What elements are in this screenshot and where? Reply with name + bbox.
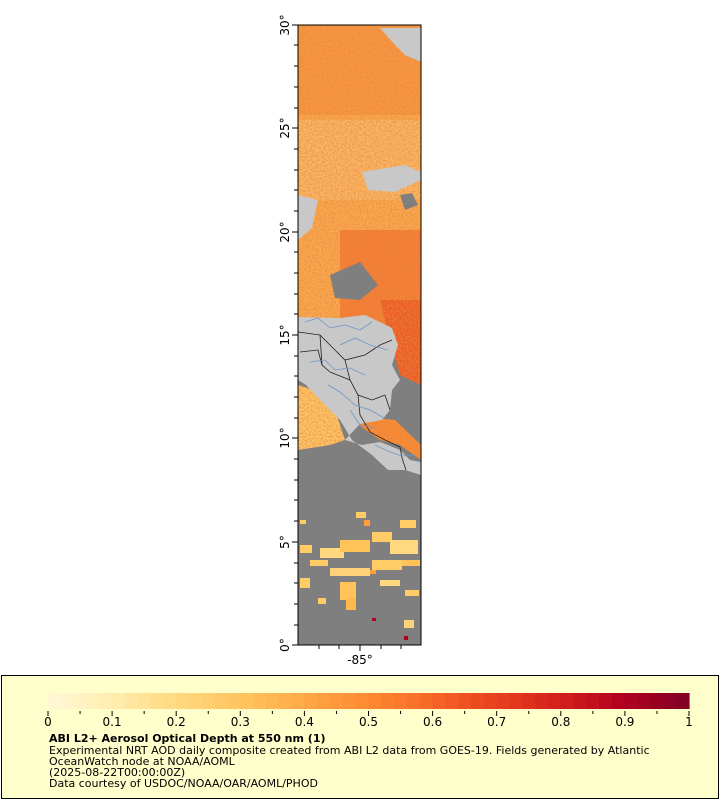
lat-ticks — [292, 24, 298, 646]
lon-ticks — [318, 645, 402, 651]
colorbar-swatch — [432, 693, 447, 709]
legend-credit: Data courtesy of USDOC/NOAA/OAR/AOML/PHO… — [49, 777, 318, 790]
colorbar-tick-label: 0.1 — [103, 715, 122, 729]
colorbar-swatch — [612, 693, 626, 709]
legend-title: ABI L2+ Aerosol Optical Depth at 550 nm … — [49, 732, 326, 745]
colorbar-swatch — [535, 693, 549, 709]
lat-label-5: 5° — [278, 535, 292, 549]
colorbar-swatch — [381, 693, 395, 709]
colorbar-tick-label: 0.4 — [295, 715, 314, 729]
colorbar-tick-labels: 0 0.1 0.2 0.3 0.4 0.5 0.6 0.7 0.8 0.9 1 — [44, 715, 693, 729]
colorbar-swatch — [599, 693, 613, 709]
colorbar-swatch — [317, 693, 331, 709]
colorbar-swatch — [355, 693, 370, 709]
colorbar-swatch — [368, 693, 382, 709]
aod-map: 30° 25° 20° 15° 10° 5° 0° -85° — [278, 14, 422, 667]
colorbar-swatch — [291, 693, 305, 709]
colorbar-swatch — [445, 693, 459, 709]
legend-timestamp: (2025-08-22T00:00:00Z) — [49, 766, 186, 779]
colorbar-swatch — [676, 693, 690, 709]
colorbar-tick-label: 0.7 — [487, 715, 506, 729]
colorbar-swatch — [624, 693, 639, 709]
colorbar-swatch — [573, 693, 588, 709]
colorbar-swatch — [201, 693, 216, 709]
colorbar-swatch — [176, 693, 190, 709]
lon-label: -85° — [347, 653, 373, 667]
colorbar-swatch — [406, 693, 421, 709]
colorbar-swatch — [342, 693, 357, 709]
colorbar-swatch — [394, 693, 408, 709]
colorbar-swatch — [253, 693, 267, 709]
colorbar-swatch — [483, 693, 498, 709]
colorbar-swatch — [240, 693, 254, 709]
colorbar-ticks — [47, 711, 690, 716]
colorbar-swatch — [304, 693, 318, 709]
colorbar-swatch — [650, 693, 664, 709]
colorbar-tick-label: 0.5 — [359, 715, 378, 729]
colorbar-swatch — [124, 693, 139, 709]
no-data-patch — [380, 28, 421, 62]
lat-label-15: 15° — [278, 324, 292, 345]
colorbar-swatch — [419, 693, 434, 709]
colorbar-tick-label: 0.6 — [423, 715, 442, 729]
colorbar-swatch — [586, 693, 600, 709]
lat-label-20: 20° — [278, 221, 292, 242]
colorbar-swatch — [509, 693, 523, 709]
colorbar: 0 0.1 0.2 0.3 0.4 0.5 0.6 0.7 0.8 0.9 1 — [44, 693, 693, 729]
legend-panel: 0 0.1 0.2 0.3 0.4 0.5 0.6 0.7 0.8 0.9 1 ABI L2+ Ae… — [1, 675, 719, 799]
colorbar-swatches — [48, 693, 690, 709]
colorbar-tick-label: 0.2 — [167, 715, 186, 729]
colorbar-swatch — [137, 693, 152, 709]
colorbar-swatch — [637, 693, 652, 709]
colorbar-swatch — [278, 693, 293, 709]
colorbar-swatch — [330, 693, 344, 709]
colorbar-swatch — [547, 693, 562, 709]
land-area — [298, 315, 421, 475]
colorbar-swatch — [86, 693, 100, 709]
colorbar-swatch — [60, 693, 75, 709]
colorbar-swatch — [663, 693, 677, 709]
lat-label-25: 25° — [278, 117, 292, 138]
colorbar-swatch — [73, 693, 88, 709]
colorbar-swatch — [99, 693, 113, 709]
colorbar-swatch — [112, 693, 126, 709]
rivers — [304, 317, 416, 457]
country-borders — [298, 331, 407, 471]
colorbar-swatch — [189, 693, 203, 709]
colorbar-swatch — [227, 693, 241, 709]
colorbar-swatch — [522, 693, 536, 709]
colorbar-swatch — [458, 693, 472, 709]
colorbar-swatch — [496, 693, 511, 709]
colorbar-tick-label: 1 — [685, 715, 693, 729]
colorbar-swatch — [214, 693, 229, 709]
lat-label-30: 30° — [278, 14, 292, 35]
lat-label-10: 10° — [278, 427, 292, 448]
legend-description-line2: OceanWatch node at NOAA/AOML — [49, 755, 235, 768]
colorbar-tick-label: 0.3 — [231, 715, 250, 729]
colorbar-swatch — [150, 693, 164, 709]
colorbar-tick-label: 0.8 — [551, 715, 570, 729]
colorbar-tick-label: 0 — [44, 715, 52, 729]
colorbar-swatch — [163, 693, 177, 709]
legend-description-line1: Experimental NRT AOD daily composite cre… — [49, 744, 650, 757]
colorbar-tick-label: 0.9 — [615, 715, 634, 729]
colorbar-swatch — [560, 693, 575, 709]
colorbar-swatch — [471, 693, 485, 709]
lat-label-0: 0° — [278, 638, 292, 652]
aod-field-south — [300, 512, 420, 640]
colorbar-swatch — [265, 693, 280, 709]
colorbar-swatch — [48, 693, 62, 709]
